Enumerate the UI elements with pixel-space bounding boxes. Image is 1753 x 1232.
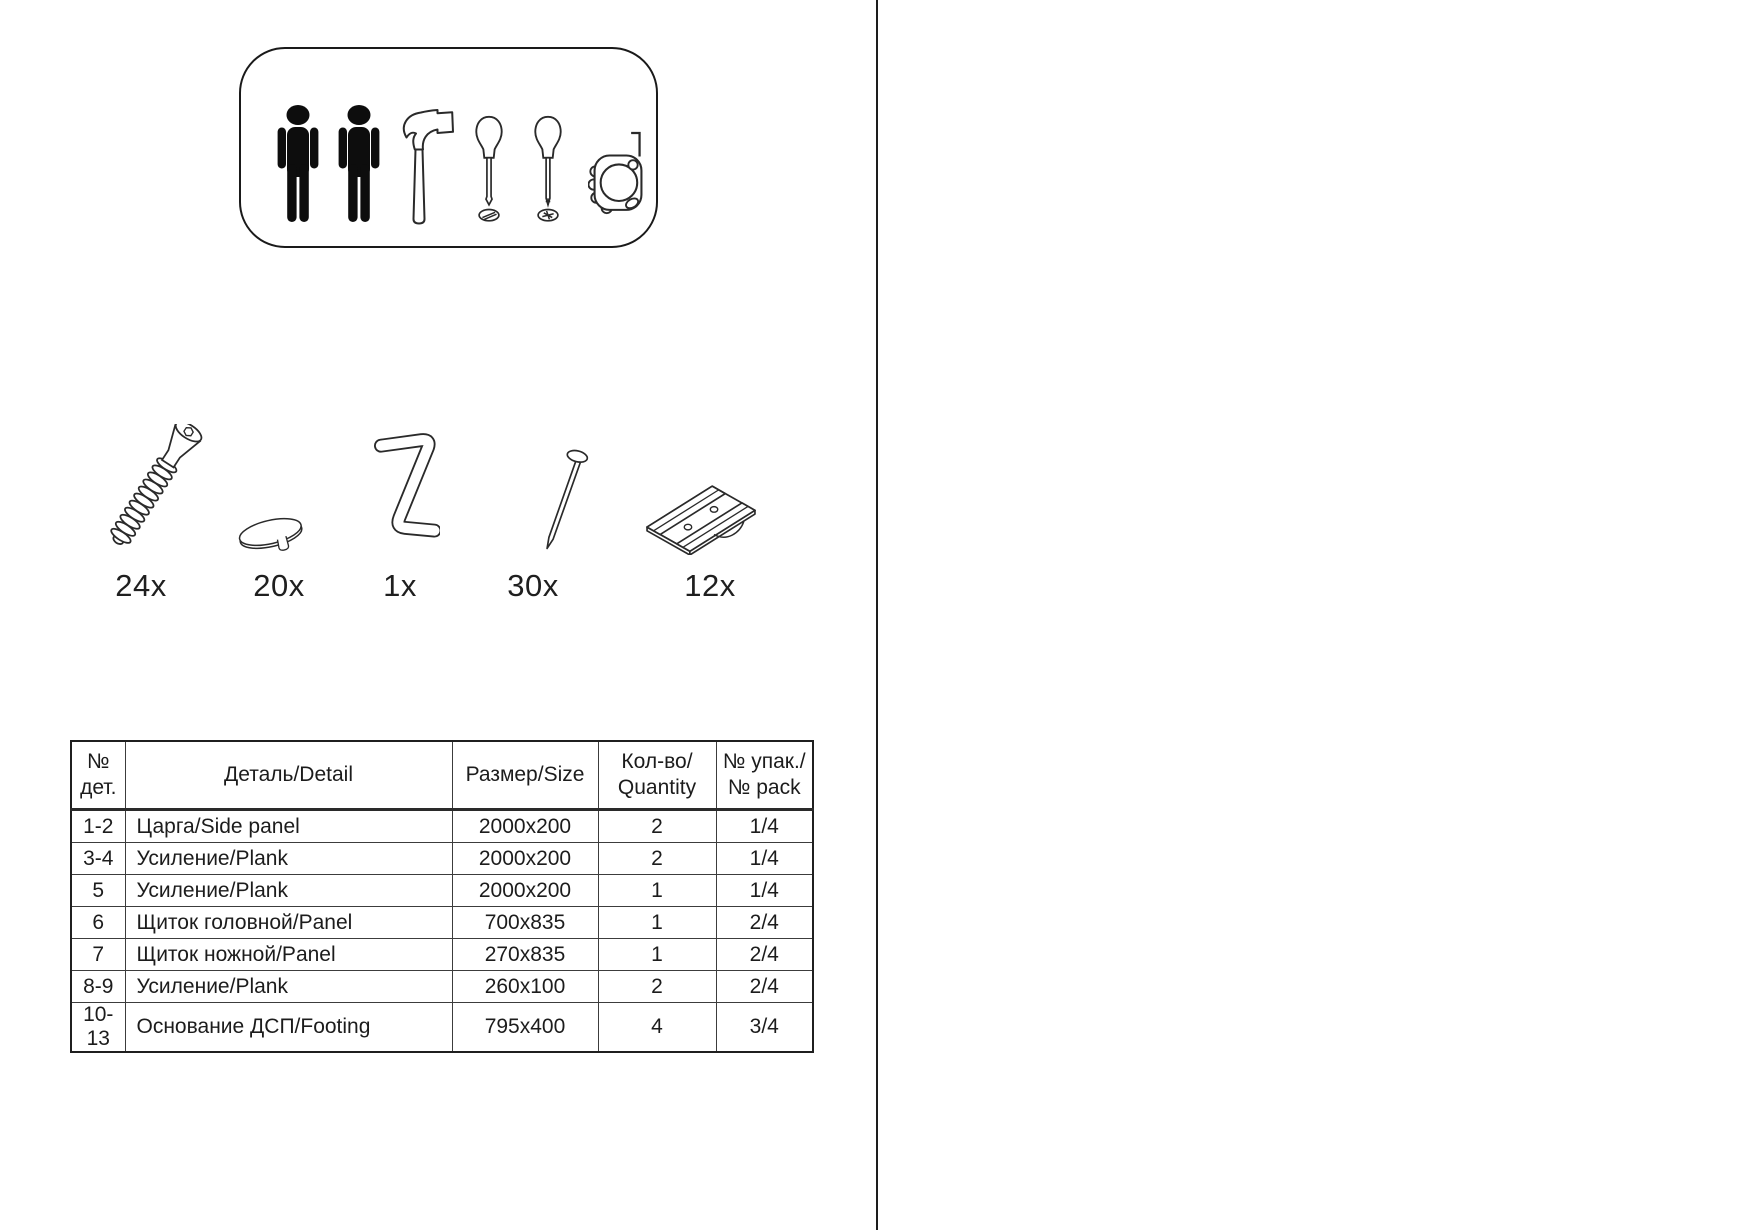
table-row: 6 Щиток головной/Panel 700x835 1 2/4 (70, 906, 814, 939)
pack-cell: 2/4 (715, 906, 814, 939)
part-number-cell: 8-9 (70, 970, 126, 1003)
quantity-cell: 1 (597, 938, 717, 971)
header-detail: Деталь/Detail (124, 740, 453, 811)
table-header-row: № дет. Деталь/Detail Размер/Size Кол-во/… (70, 740, 814, 811)
size-cell: 270x835 (451, 938, 599, 971)
tape-measure-icon (588, 131, 643, 215)
count-label: 12x (684, 568, 736, 603)
size-cell: 700x835 (451, 906, 599, 939)
quantity-cell: 4 (597, 1002, 717, 1053)
person-icon (277, 105, 319, 222)
quantity-cell: 1 (597, 874, 717, 907)
table-row: 5 Усиление/Plank 2000x200 1 1/4 (70, 874, 814, 907)
count-label: 1x (383, 568, 417, 603)
page-divider (876, 0, 878, 1230)
size-cell: 260x100 (451, 970, 599, 1003)
part-number-cell: 3-4 (70, 842, 126, 875)
table-row: 3-4 Усиление/Plank 2000x200 2 1/4 (70, 842, 814, 875)
detail-cell: Царга/Side panel (124, 809, 453, 843)
table-row: 1-2 Царга/Side panel 2000x200 2 1/4 (70, 809, 814, 843)
detail-cell: Усиление/Plank (124, 970, 453, 1003)
pack-cell: 2/4 (715, 970, 814, 1003)
pack-cell: 1/4 (715, 874, 814, 907)
flathead-screwdriver-icon (475, 115, 503, 222)
pack-cell: 2/4 (715, 938, 814, 971)
part-number-cell: 10-13 (70, 1002, 126, 1053)
quantity-cell: 2 (597, 809, 717, 843)
detail-cell: Щиток ножной/Panel (124, 938, 453, 971)
quantity-cell: 2 (597, 842, 717, 875)
size-cell: 2000x200 (451, 809, 599, 843)
size-cell: 2000x200 (451, 842, 599, 875)
pack-cell: 3/4 (715, 1002, 814, 1053)
part-number-cell: 6 (70, 906, 126, 939)
nail-icon (546, 449, 589, 550)
count-label: 30x (507, 568, 559, 603)
size-cell: 795x400 (451, 1002, 599, 1053)
parts-table: № дет. Деталь/Detail Размер/Size Кол-во/… (70, 740, 814, 1053)
phillips-screwdriver-icon (534, 115, 562, 222)
part-number-cell: 7 (70, 938, 126, 971)
quantity-cell: 2 (597, 970, 717, 1003)
screw-cap-icon (238, 517, 303, 551)
header-pack: № упак./ № pack (715, 740, 814, 811)
header-size: Размер/Size (451, 740, 599, 811)
pack-cell: 1/4 (715, 809, 814, 843)
count-label: 24x (115, 568, 167, 603)
hex-key-icon (374, 433, 440, 538)
pack-cell: 1/4 (715, 842, 814, 875)
part-number-cell: 1-2 (70, 809, 126, 843)
detail-cell: Усиление/Plank (124, 842, 453, 875)
header-quantity: Кол-во/ Quantity (597, 740, 717, 811)
quantity-cell: 1 (597, 906, 717, 939)
bracket-icon (646, 485, 756, 555)
size-cell: 2000x200 (451, 874, 599, 907)
tools-required-box (239, 47, 658, 248)
table-row: 8-9 Усиление/Plank 260x100 2 2/4 (70, 970, 814, 1003)
person-icon (338, 105, 380, 222)
table-row: 7 Щиток ножной/Panel 270x835 1 2/4 (70, 938, 814, 971)
header-part-number: № дет. (70, 740, 126, 811)
confirmat-screw-icon (110, 424, 203, 545)
hammer-icon (402, 109, 454, 225)
count-label: 20x (253, 568, 305, 603)
table-row: 10-13 Основание ДСП/Footing 795x400 4 3/… (70, 1002, 814, 1053)
detail-cell: Щиток головной/Panel (124, 906, 453, 939)
detail-cell: Основание ДСП/Footing (124, 1002, 453, 1053)
detail-cell: Усиление/Plank (124, 874, 453, 907)
part-number-cell: 5 (70, 874, 126, 907)
